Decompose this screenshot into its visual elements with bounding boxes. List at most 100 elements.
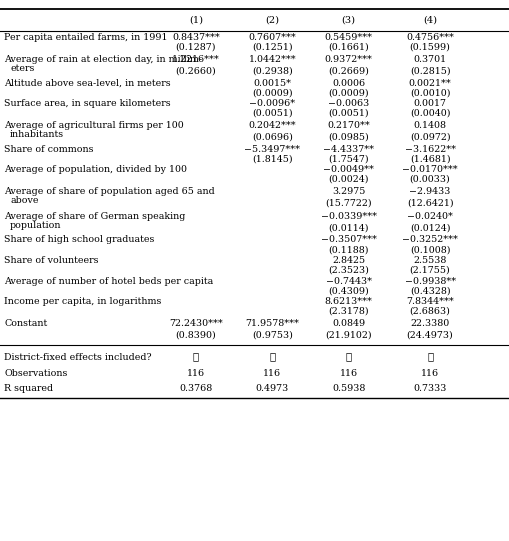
Text: eters: eters xyxy=(10,64,35,73)
Text: 1.2216***: 1.2216*** xyxy=(172,55,220,64)
Text: (0.4309): (0.4309) xyxy=(328,286,369,295)
Text: −0.3252***: −0.3252*** xyxy=(402,235,458,245)
Text: (2.1755): (2.1755) xyxy=(410,266,450,275)
Text: 0.0849: 0.0849 xyxy=(332,319,365,328)
Text: 0.3768: 0.3768 xyxy=(179,385,213,393)
Text: ✗: ✗ xyxy=(346,353,352,361)
Text: Constant: Constant xyxy=(4,319,47,328)
Text: (2.3178): (2.3178) xyxy=(328,307,369,316)
Text: −0.9938**: −0.9938** xyxy=(405,276,456,286)
Text: (0.0696): (0.0696) xyxy=(252,133,293,141)
Text: ✓: ✓ xyxy=(427,353,433,361)
Text: (0.2660): (0.2660) xyxy=(176,67,216,75)
Text: −5.3497***: −5.3497*** xyxy=(244,144,300,154)
Text: Average of share of German speaking: Average of share of German speaking xyxy=(4,212,185,221)
Text: −0.3507***: −0.3507*** xyxy=(321,235,377,245)
Text: −0.0049**: −0.0049** xyxy=(323,165,374,174)
Text: Income per capita, in logarithms: Income per capita, in logarithms xyxy=(4,297,161,306)
Text: 0.2170**: 0.2170** xyxy=(327,121,370,130)
Text: 0.0015*: 0.0015* xyxy=(253,78,291,88)
Text: (0.9753): (0.9753) xyxy=(252,331,293,339)
Text: 8.6213***: 8.6213*** xyxy=(325,297,373,306)
Text: (0.0114): (0.0114) xyxy=(328,223,369,232)
Text: (1): (1) xyxy=(189,16,203,24)
Text: 0.8437***: 0.8437*** xyxy=(172,33,220,42)
Text: (15.7722): (15.7722) xyxy=(325,199,372,207)
Text: (2.6863): (2.6863) xyxy=(410,307,450,316)
Text: −0.0339***: −0.0339*** xyxy=(321,212,377,221)
Text: Average of population, divided by 100: Average of population, divided by 100 xyxy=(4,165,187,174)
Text: 72.2430***: 72.2430*** xyxy=(169,319,223,328)
Text: (21.9102): (21.9102) xyxy=(325,331,372,339)
Text: (0.0985): (0.0985) xyxy=(328,133,369,141)
Text: 0.2042***: 0.2042*** xyxy=(248,121,296,130)
Text: 0.5459***: 0.5459*** xyxy=(325,33,373,42)
Text: (0.0040): (0.0040) xyxy=(410,109,450,118)
Text: (0.0033): (0.0033) xyxy=(410,175,450,184)
Text: −0.0063: −0.0063 xyxy=(328,99,370,108)
Text: −2.9433: −2.9433 xyxy=(409,187,451,196)
Text: 0.7333: 0.7333 xyxy=(413,385,447,393)
Text: 7.8344***: 7.8344*** xyxy=(406,297,454,306)
Text: (0.2669): (0.2669) xyxy=(328,67,369,75)
Text: −0.0096*: −0.0096* xyxy=(249,99,295,108)
Text: (0.4328): (0.4328) xyxy=(410,286,450,295)
Text: 0.7607***: 0.7607*** xyxy=(248,33,296,42)
Text: (2): (2) xyxy=(265,16,279,24)
Text: 0.0017: 0.0017 xyxy=(414,99,446,108)
Text: 0.4973: 0.4973 xyxy=(256,385,289,393)
Text: (1.8145): (1.8145) xyxy=(252,154,293,163)
Text: Average of share of population aged 65 and: Average of share of population aged 65 a… xyxy=(4,187,215,196)
Text: ✗: ✗ xyxy=(269,353,275,361)
Text: 22.3380: 22.3380 xyxy=(410,319,450,328)
Text: (0.1251): (0.1251) xyxy=(252,43,293,52)
Text: Share of volunteers: Share of volunteers xyxy=(4,256,99,265)
Text: 0.5938: 0.5938 xyxy=(332,385,365,393)
Text: −0.0170***: −0.0170*** xyxy=(402,165,458,174)
Text: 0.0021**: 0.0021** xyxy=(409,78,451,88)
Text: 0.9372***: 0.9372*** xyxy=(325,55,373,64)
Text: Share of commons: Share of commons xyxy=(4,144,94,154)
Text: −4.4337**: −4.4337** xyxy=(323,144,374,154)
Text: (0.1599): (0.1599) xyxy=(410,43,450,52)
Text: 116: 116 xyxy=(340,370,358,378)
Text: Per capita entailed farms, in 1991: Per capita entailed farms, in 1991 xyxy=(4,33,167,42)
Text: (0.0124): (0.0124) xyxy=(410,223,450,232)
Text: 116: 116 xyxy=(421,370,439,378)
Text: Average of agricultural firms per 100: Average of agricultural firms per 100 xyxy=(4,121,184,130)
Text: R squared: R squared xyxy=(4,385,53,393)
Text: 0.3701: 0.3701 xyxy=(413,55,447,64)
Text: (24.4973): (24.4973) xyxy=(407,331,454,339)
Text: 2.5538: 2.5538 xyxy=(413,256,447,265)
Text: Average of rain at election day, in millim-: Average of rain at election day, in mill… xyxy=(4,55,202,64)
Text: 3.2975: 3.2975 xyxy=(332,187,365,196)
Text: (0.0009): (0.0009) xyxy=(328,88,369,97)
Text: (1.7547): (1.7547) xyxy=(328,154,369,163)
Text: above: above xyxy=(10,196,39,205)
Text: 0.0006: 0.0006 xyxy=(332,78,365,88)
Text: (1.4681): (1.4681) xyxy=(410,154,450,163)
Text: (0.1188): (0.1188) xyxy=(328,245,369,254)
Text: Observations: Observations xyxy=(4,370,68,378)
Text: −3.1622**: −3.1622** xyxy=(405,144,456,154)
Text: −0.7443*: −0.7443* xyxy=(326,276,372,286)
Text: (0.0009): (0.0009) xyxy=(252,88,293,97)
Text: 0.4756***: 0.4756*** xyxy=(406,33,454,42)
Text: 1.0442***: 1.0442*** xyxy=(248,55,296,64)
Text: District-fixed effects included?: District-fixed effects included? xyxy=(4,353,152,361)
Text: (0.1008): (0.1008) xyxy=(410,245,450,254)
Text: (0.0972): (0.0972) xyxy=(410,133,450,141)
Text: 71.9578***: 71.9578*** xyxy=(245,319,299,328)
Text: Altitude above sea-level, in meters: Altitude above sea-level, in meters xyxy=(4,78,171,88)
Text: (2.3523): (2.3523) xyxy=(328,266,369,275)
Text: ✗: ✗ xyxy=(193,353,199,361)
Text: (0.1287): (0.1287) xyxy=(176,43,216,52)
Text: 116: 116 xyxy=(263,370,281,378)
Text: 2.8425: 2.8425 xyxy=(332,256,365,265)
Text: (0.0024): (0.0024) xyxy=(328,175,369,184)
Text: Share of high school graduates: Share of high school graduates xyxy=(4,235,154,245)
Text: (0.1661): (0.1661) xyxy=(328,43,369,52)
Text: (4): (4) xyxy=(423,16,437,24)
Text: (0.8390): (0.8390) xyxy=(176,331,216,339)
Text: 0.1408: 0.1408 xyxy=(414,121,446,130)
